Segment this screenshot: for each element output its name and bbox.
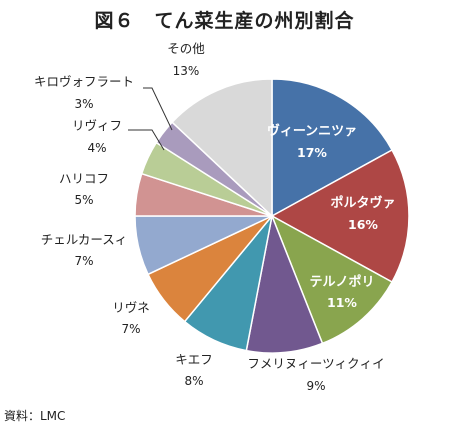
slice-percent: 3% — [74, 97, 93, 111]
slice-label: チェルカースィ — [41, 232, 128, 247]
slice-percent: 5% — [74, 193, 93, 207]
slice-percent: 16% — [348, 217, 378, 232]
slice-label: リヴネ — [112, 300, 150, 315]
slice-label: ヴィーンニツァ — [267, 123, 357, 139]
pie-slice — [270, 214, 394, 345]
slice-percent: 7% — [121, 322, 140, 336]
pie-slice — [271, 78, 394, 218]
slice-label: フメリヌィーツィクィイ — [247, 356, 384, 371]
slice-label: ハリコフ — [59, 171, 109, 186]
slice-label: キエフ — [175, 352, 213, 367]
pie-slice — [270, 148, 410, 284]
slice-percent: 8% — [184, 374, 203, 388]
chart-title: 図６ てん菜生産の州別割合 — [94, 10, 355, 32]
slice-percent: 11% — [327, 295, 357, 310]
pie-slice — [171, 78, 273, 218]
source-note: 資料：LMC — [4, 409, 66, 423]
slice-label: リヴィフ — [72, 118, 122, 133]
slice-percent: 13% — [173, 64, 200, 78]
slice-label: テルノポリ — [309, 274, 374, 290]
slice-percent: 7% — [74, 254, 93, 268]
leader-line — [128, 129, 165, 151]
slice-percent: 17% — [297, 145, 327, 160]
slice-label: ポルタヴァ — [330, 195, 395, 211]
slice-percent: 9% — [306, 379, 325, 393]
leader-line — [143, 87, 173, 131]
slice-percent: 4% — [87, 141, 106, 155]
slice-label: キロヴォフラート — [34, 74, 134, 89]
slice-label: その他 — [167, 41, 205, 56]
